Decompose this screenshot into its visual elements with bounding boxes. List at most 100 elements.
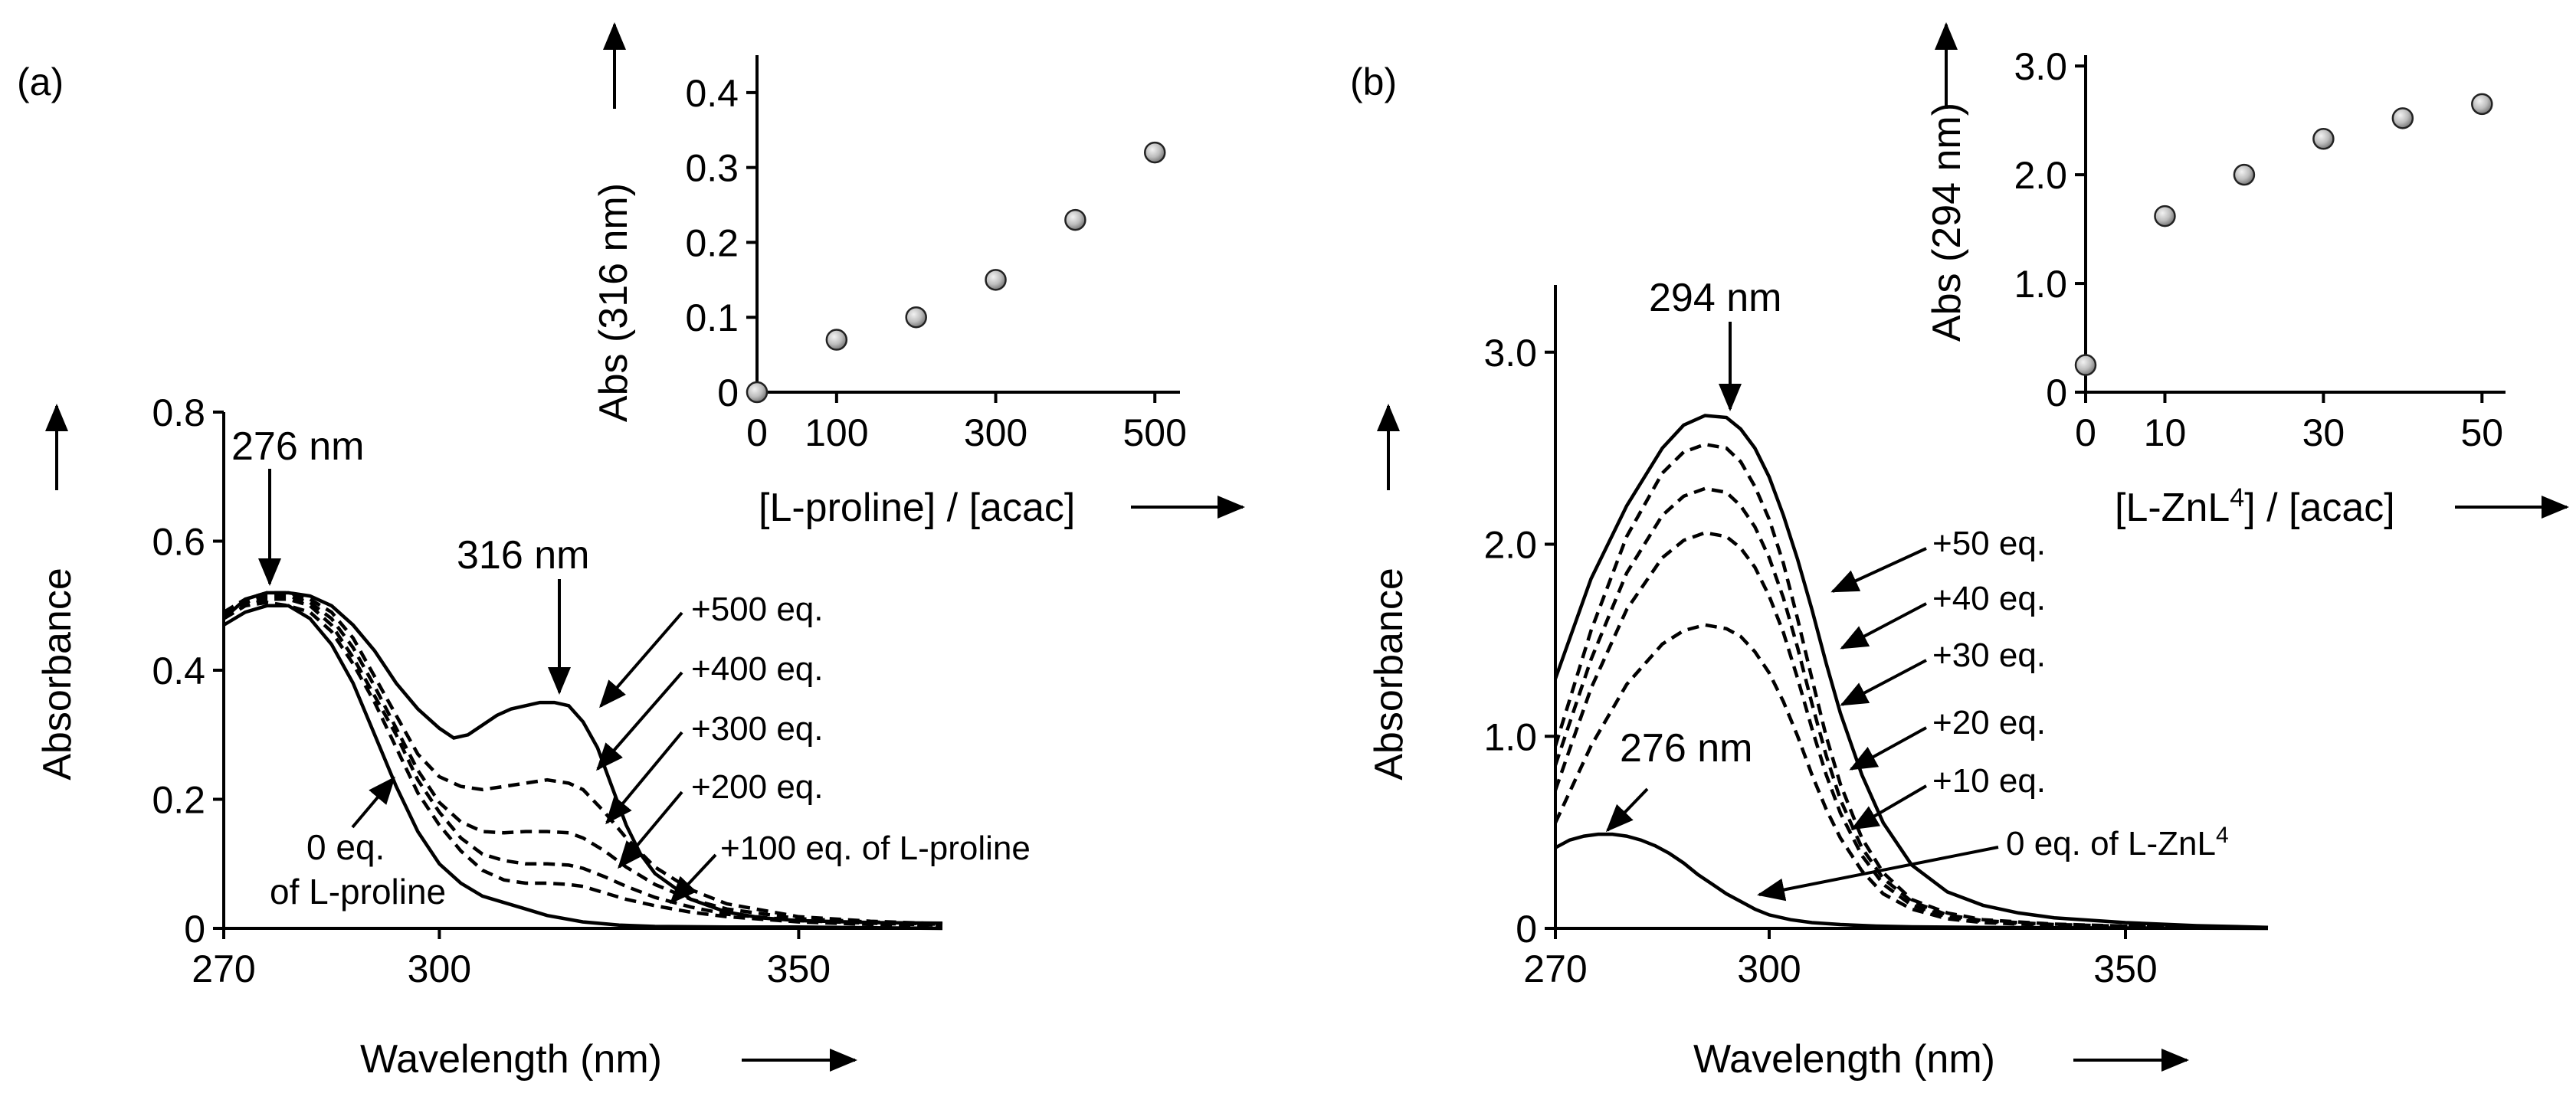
a-inset-y-tick-label: 0.2 <box>685 221 739 264</box>
a-eq0-line2: of L-proline <box>270 872 446 912</box>
a-eq200-label: +200 eq. <box>691 768 824 806</box>
b-eq0-arrow <box>1757 846 1999 902</box>
a-main-x-tick-label: 300 <box>408 948 471 990</box>
b-inset-y-tick-label: 2.0 <box>2014 154 2067 197</box>
b-inset-data-point <box>2312 128 2335 150</box>
a-main-series-line-4 <box>222 591 943 926</box>
b-main-y-label: Absorbance <box>1367 568 1411 781</box>
a-inset-data-point <box>746 381 769 404</box>
b-eq30-arrow <box>1840 659 1927 706</box>
a-main-y-tick-label: 0 <box>184 908 205 951</box>
b-eq10-arrow <box>1850 784 1928 830</box>
a-main-y-tick-label: 0.2 <box>152 779 205 822</box>
a-main-x-label: Wavelength (nm) <box>360 1037 662 1082</box>
a-eq400-arrow <box>596 671 683 771</box>
b-eq0-label: 0 eq. of L-ZnL4 <box>2006 823 2229 863</box>
a-inset-data-point <box>1064 208 1086 231</box>
b-main-x-tick-label: 300 <box>1737 948 1801 990</box>
b-main-x-tick-label: 270 <box>1523 948 1587 990</box>
b-main-x-label: Wavelength (nm) <box>1693 1037 1995 1082</box>
a-main-y-tick-label: 0.4 <box>152 650 205 692</box>
a-main-y-label: Absorbance <box>35 568 80 781</box>
b-eq50-arrow <box>1830 547 1927 593</box>
b-main-x-ticks: 270 300 350 <box>1523 928 2158 990</box>
a-eq100-arrow <box>669 853 717 905</box>
b-main-y-tick-label: 0 <box>1516 908 1537 951</box>
b-inset-y-tick-label: 0 <box>2046 371 2067 414</box>
panel-b: (b) 01.02.03.0 270 300 350 Absorbance Wave… <box>1350 22 2569 1082</box>
panel-a: (a) 0 0.2 0.4 0.6 0.8 270 300 350 Absorbance W… <box>17 22 1245 1082</box>
a-inset-y-label: Abs (316 nm) <box>592 183 636 422</box>
a-peak-276-label: 276 nm <box>231 424 364 469</box>
chart-a-inset: 0 0.1 0.2 0.3 0.4 0 100 300 500 Abs (316 nm) [L… <box>592 22 1245 530</box>
a-inset-x-tick-label: 100 <box>805 411 868 454</box>
a-eq200-arrow <box>618 790 683 869</box>
a-main-series-line-1 <box>222 601 943 928</box>
a-main-series-line-3 <box>222 594 943 927</box>
a-eq500-arrow <box>599 611 683 709</box>
b-eq20-label: +20 eq. <box>1932 704 2046 741</box>
a-main-x-tick-label: 270 <box>192 948 255 990</box>
b-main-series-line-4 <box>1553 442 2269 930</box>
b-main-series <box>1553 414 2269 931</box>
b-inset-x-ticks: 0 10 30 50 <box>2075 392 2503 454</box>
a-main-y-tick-label: 0.8 <box>152 391 205 434</box>
b-main-series-line-3 <box>1553 486 2269 930</box>
a-main-series-line-0 <box>222 604 943 931</box>
b-main-series-line-5 <box>1553 414 2269 929</box>
a-inset-points <box>746 141 1166 404</box>
a-inset-data-point <box>985 269 1007 291</box>
b-eq10-label: +10 eq. <box>1932 762 2046 800</box>
b-inset-x-tick-label: 50 <box>2460 411 2503 454</box>
b-peak-276-label: 276 nm <box>1620 726 1752 771</box>
a-main-series-line-2 <box>222 597 943 928</box>
b-inset-x-tick-label: 10 <box>2144 411 2187 454</box>
panel-b-label: (b) <box>1350 61 1397 103</box>
b-inset-y-label: Abs (294 nm) <box>1925 103 1969 342</box>
a-main-x-ticks: 270 300 350 <box>192 928 831 990</box>
a-inset-x-ticks: 0 100 300 500 <box>746 392 1187 454</box>
a-inset-y-tick-label: 0.1 <box>685 296 739 339</box>
a-inset-y-tick-label: 0.4 <box>685 72 739 115</box>
b-main-y-ticks: 0 1.0 2.0 3.0 <box>1483 332 1555 951</box>
b-inset-data-point <box>2154 205 2176 227</box>
b-eq20-arrow <box>1849 726 1927 771</box>
a-eq500-label: +500 eq. <box>691 591 824 628</box>
b-inset-data-point <box>2391 107 2414 129</box>
a-main-y-ticks: 0 0.2 0.4 0.6 0.8 <box>152 391 224 951</box>
b-main-y-tick-label: 3.0 <box>1483 332 1537 375</box>
b-inset-points <box>2074 93 2493 376</box>
a-eq300-arrow <box>605 731 683 825</box>
b-inset-y-tick-label: 3.0 <box>2014 45 2067 88</box>
a-inset-x-tick-label: 500 <box>1123 411 1187 454</box>
a-inset-data-point <box>1143 141 1166 164</box>
a-inset-y-tick-label: 0 <box>717 371 739 414</box>
b-main-series-line-0 <box>1554 832 2269 931</box>
a-inset-x-tick-label: 0 <box>746 411 768 454</box>
chart-b-inset: 0 1.0 2.0 3.0 0 10 30 50 Abs (294 nm) [L-ZnL4]… <box>1925 22 2569 530</box>
a-eq400-label: +400 eq. <box>691 650 824 688</box>
a-eq0-arrow <box>351 776 395 829</box>
b-inset-y-ticks: 0 1.0 2.0 3.0 <box>2014 45 2086 414</box>
a-peak-316-label: 316 nm <box>457 533 589 578</box>
a-inset-x-label: [L-proline] / [acac] <box>759 486 1075 530</box>
b-eq50-label: +50 eq. <box>1932 525 2046 562</box>
a-inset-x-tick-label: 300 <box>964 411 1027 454</box>
a-eq0-line1: 0 eq. <box>306 827 385 867</box>
a-inset-data-point <box>825 329 848 351</box>
b-inset-x-tick-label: 30 <box>2302 411 2345 454</box>
a-eq300-label: +300 eq. <box>691 710 824 748</box>
a-main-x-tick-label: 350 <box>767 948 831 990</box>
b-inset-x-tick-label: 0 <box>2075 411 2096 454</box>
b-peak-276-arrow <box>1605 787 1649 833</box>
a-inset-y-tick-label: 0.3 <box>685 147 739 190</box>
chart-a-main: 0 0.2 0.4 0.6 0.8 270 300 350 Absorbance Wavel… <box>35 391 1031 1082</box>
b-peak-294-label: 294 nm <box>1649 276 1781 320</box>
panel-a-label: (a) <box>17 61 64 103</box>
a-eq100-label: +100 eq. of L-proline <box>720 830 1031 867</box>
b-inset-data-point <box>2074 354 2097 376</box>
b-eq40-label: +40 eq. <box>1932 580 2046 617</box>
b-inset-y-tick-label: 1.0 <box>2014 263 2067 306</box>
a-main-y-tick-label: 0.6 <box>152 521 205 564</box>
a-inset-data-point <box>905 306 927 329</box>
